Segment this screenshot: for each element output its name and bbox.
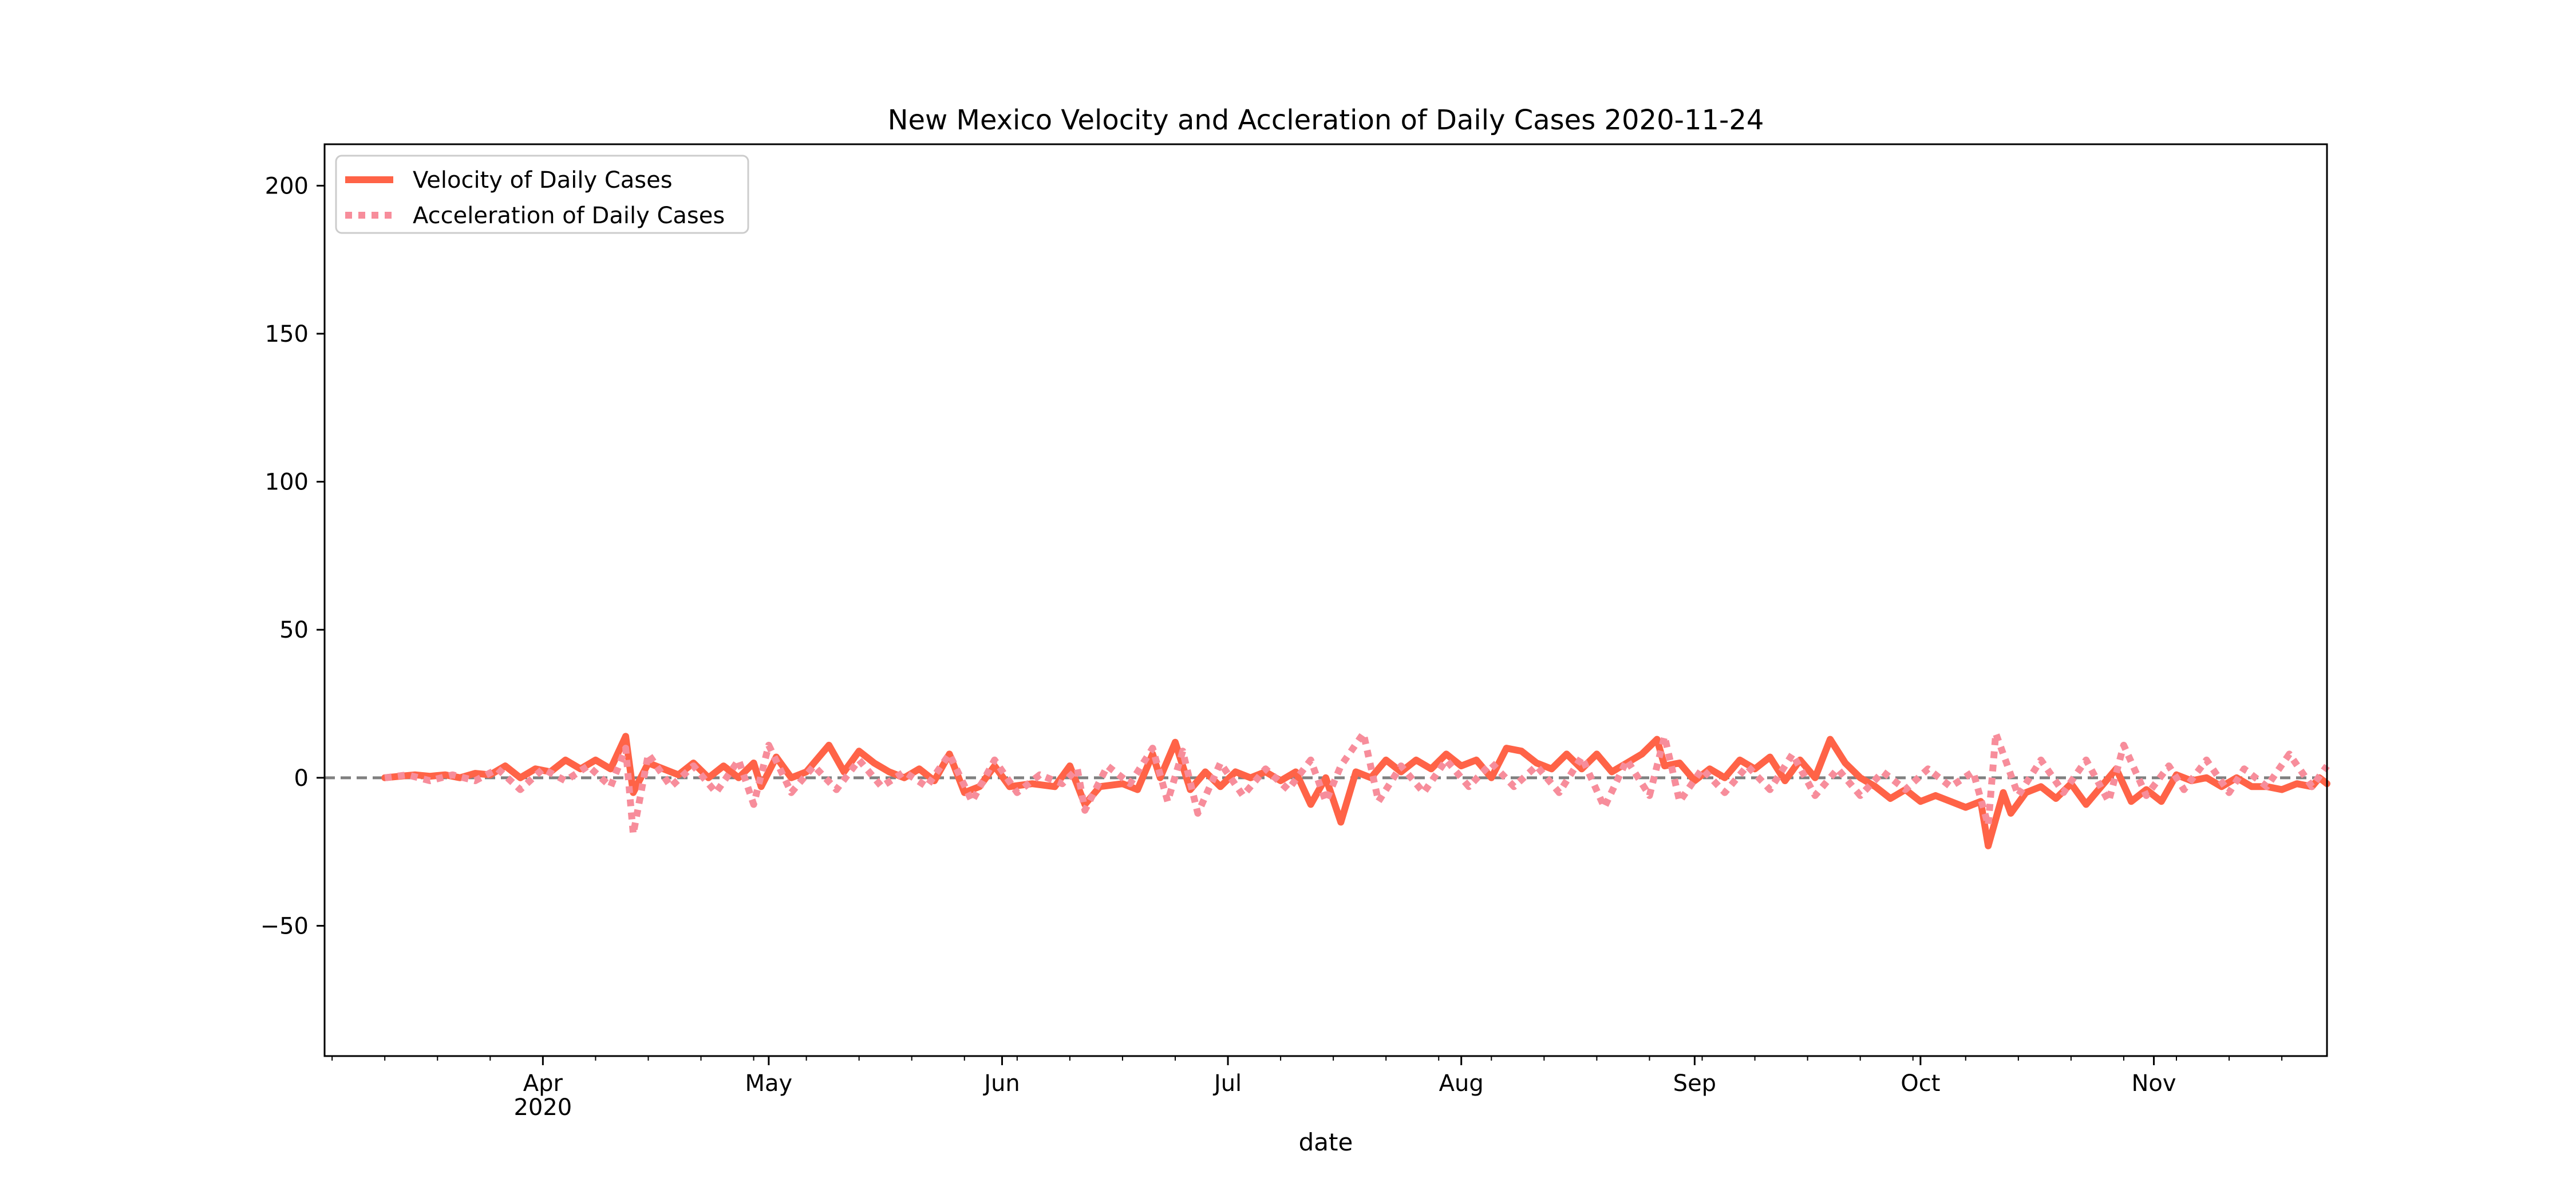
y-tick-label: −50 — [260, 913, 309, 939]
x-tick-label: Apr — [523, 1070, 563, 1097]
legend-label-0: Velocity of Daily Cases — [413, 167, 673, 193]
x-tick-label: Sep — [1673, 1070, 1716, 1097]
x-axis-label: date — [1299, 1128, 1353, 1156]
x-tick-label: Oct — [1901, 1070, 1940, 1097]
chart-title: New Mexico Velocity and Accleration of D… — [888, 104, 1764, 136]
plot-area — [323, 143, 2330, 1057]
y-axis: −50 0 50 100 150 200 — [260, 173, 325, 939]
legend-box — [335, 155, 749, 234]
x-tick-label: May — [745, 1070, 793, 1097]
x-tick-label: Nov — [2132, 1070, 2176, 1097]
y-tick-label: 100 — [265, 469, 309, 496]
series-line-0 — [381, 733, 2330, 849]
y-tick-label: 0 — [294, 765, 309, 792]
y-tick-label: 200 — [265, 173, 309, 199]
x-tick-sublabel: 2020 — [513, 1094, 572, 1121]
x-tick-label: Jul — [1212, 1070, 1242, 1097]
legend-label-1: Acceleration of Daily Cases — [413, 203, 725, 229]
plot-frame — [323, 143, 2328, 1057]
x-tick-label: Aug — [1439, 1070, 1484, 1097]
legend: Velocity of Daily Cases Acceleration of D… — [335, 155, 749, 234]
y-tick-label: 150 — [265, 321, 309, 347]
x-tick-label: Jun — [982, 1070, 1020, 1097]
y-tick-label: 50 — [279, 617, 309, 643]
